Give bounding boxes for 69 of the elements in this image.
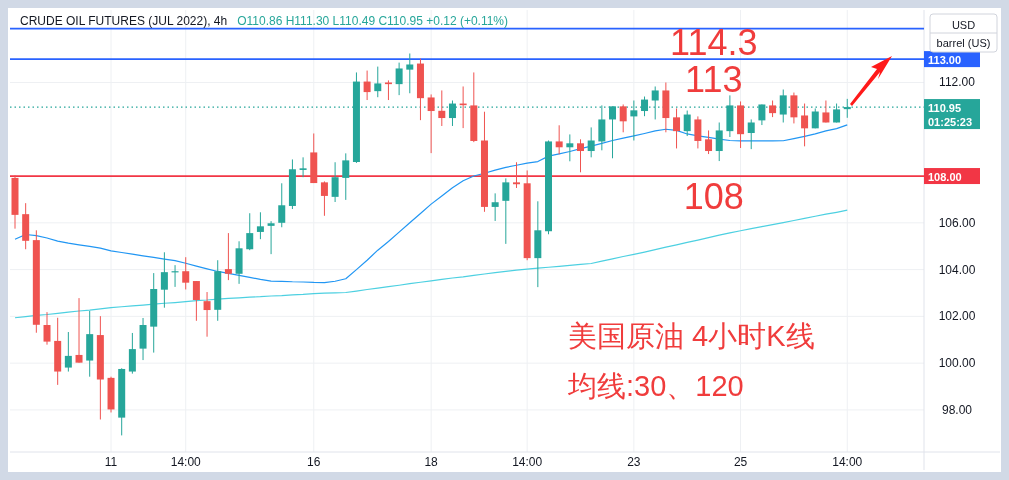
candlestick [512,161,520,189]
candlestick [705,129,713,155]
candlestick [374,66,382,98]
x-tick-label: 14:00 [832,455,863,469]
x-tick-label: 16 [307,455,321,469]
x-tick-label: 11 [104,455,118,469]
chart-title: CRUDE OIL FUTURES (JUL 2022), 4h [20,14,228,28]
candlestick [491,192,499,222]
x-tick-label: 18 [424,455,439,469]
candlestick [342,152,350,201]
y-tick-label: 102.00 [938,309,976,324]
candlestick [256,211,264,240]
candlestick [427,93,435,154]
candlestick [619,103,627,133]
candlestick [406,53,414,94]
text: barrel (US) [936,37,991,49]
candlestick [139,317,147,361]
candlestick [278,182,286,228]
ref-line-label: 113.00 [928,53,962,66]
candlestick [790,92,798,124]
x-tick-label: 23 [627,455,641,469]
candlestick [224,232,232,281]
candlestick [779,89,787,123]
candlestick [182,256,190,290]
chart-subtitle: O110.86 H111.30 L110.49 C110.95 +0.12 (+0.11%) [237,14,509,28]
candlestick [203,291,211,338]
candlestick [192,280,200,322]
y-tick-label: 104.00 [938,262,976,277]
ref-line-label: 108.00 [928,170,962,183]
candlestick [609,105,617,159]
x-tick-label: 14:00 [170,455,202,469]
y-axis-title: USD [951,19,976,31]
annotation: 美国原油 4小时K线 [568,320,815,352]
annotation: 108 [683,176,744,218]
candlestick [683,110,691,137]
candlestick [587,126,595,158]
candlestick [438,89,446,127]
ref-line-label: 110.95 [928,101,962,114]
candlestick [64,331,72,373]
y-tick-label: 98.00 [941,402,973,417]
x-tick-label: 25 [733,455,748,469]
candlestick [395,62,403,96]
y-tick-label: 106.00 [938,215,976,230]
candlestick [267,220,275,255]
candlestick [320,180,328,217]
candlestick [801,103,809,147]
candlestick [331,161,339,203]
candlestick [673,107,681,149]
candlestick [246,212,254,251]
candlestick [555,124,563,155]
candlestick [747,118,755,150]
candlestick [502,177,510,245]
candlestick [299,156,307,178]
candlestick [384,79,392,101]
annotation: 均线:30、120 [567,370,744,402]
candlestick [160,251,168,309]
candlestick [577,138,585,173]
y-tick-label: 100.00 [938,356,976,371]
candlestick [694,115,702,149]
candlestick [128,332,136,375]
candlestick [363,70,371,101]
candlestick [566,133,574,162]
x-tick-label: 14:00 [512,455,543,469]
y-tick-label: 112.00 [939,75,976,90]
text: 01:25:23 [928,115,973,128]
candlestick [75,297,83,364]
candlestick [43,311,51,346]
candlestick [715,121,723,162]
line-series [14,209,848,319]
